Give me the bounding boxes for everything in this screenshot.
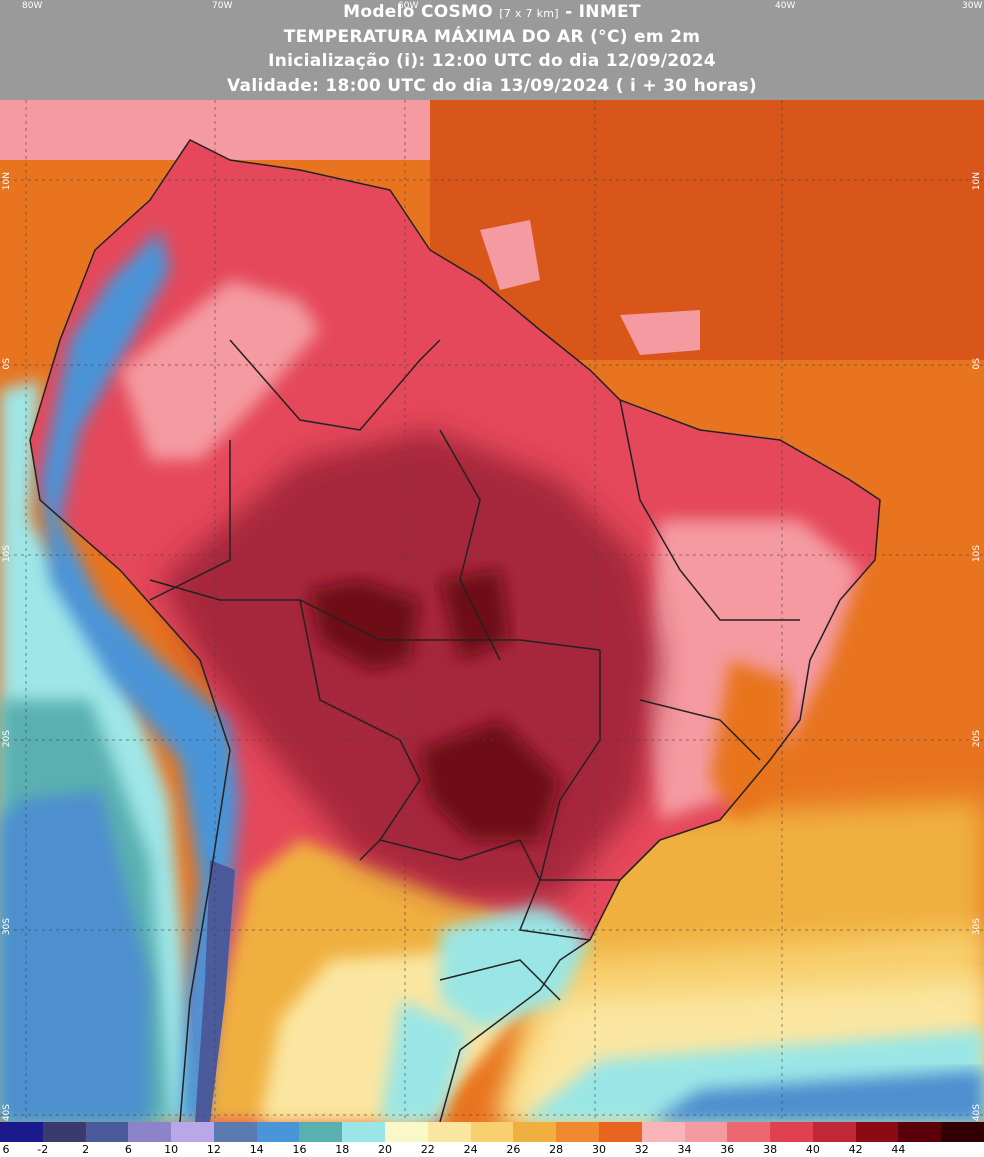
institute-label: - INMET [565, 2, 641, 22]
legend-tick-label: 16 [292, 1143, 307, 1156]
lat-label-0s-right: 0S [972, 358, 982, 370]
lat-label-10n-left: 10N [2, 172, 12, 191]
colombia-peru-border [149, 440, 231, 601]
legend-tick-label: 30 [591, 1143, 606, 1156]
lat-lon-grid [0, 100, 984, 1122]
legend-swatch [727, 1122, 771, 1142]
amazon-border [149, 579, 601, 651]
andes-cold [40, 230, 240, 1122]
legend-swatch [941, 1122, 984, 1142]
legend-swatch [42, 1122, 86, 1142]
coastline-east [59, 139, 881, 1122]
pacific-coldest [0, 790, 150, 1122]
legend-tick-label: 6 [2, 1143, 10, 1156]
northeast-border [619, 399, 800, 621]
legend-swatch [299, 1122, 343, 1142]
legend-tick-label: 6 [124, 1143, 132, 1156]
legend-swatch [85, 1122, 129, 1142]
legend-tick-label: 12 [206, 1143, 221, 1156]
legend-tick-label: 22 [420, 1143, 435, 1156]
legend-tick-label: 2 [82, 1143, 90, 1156]
initialization-label: Inicialização (i): 12:00 UTC do dia 12/0… [268, 51, 716, 71]
legend-tick-label: 40 [805, 1143, 820, 1156]
goias-border [539, 650, 601, 881]
lat-label-20s-right: 20S [972, 730, 982, 748]
legend-tick-label: 18 [335, 1143, 350, 1156]
lat-label-30s-left: 30S [2, 918, 12, 936]
legend-swatch [684, 1122, 728, 1142]
buenos-aires-cool [380, 1000, 470, 1122]
legend-swatch [556, 1122, 599, 1142]
legend-color-bar [0, 1122, 984, 1142]
resolution-label: [7 x 7 km] [499, 7, 559, 20]
legend-tick-label: 44 [891, 1143, 906, 1156]
map-header: Modelo COSMO [7 x 7 km] - INMET TEMPERAT… [0, 0, 984, 100]
lon-label-40w: 40W [775, 1, 796, 11]
uruguay-cool [440, 900, 590, 1030]
temperature-map [0, 100, 984, 1122]
legend-tick-label: 24 [463, 1143, 478, 1156]
legend-swatch [213, 1122, 257, 1142]
legend-swatch [470, 1122, 514, 1142]
legend-swatch [812, 1122, 856, 1142]
model-label: Modelo COSMO [343, 2, 493, 22]
lon-label-80w: 80W [22, 1, 43, 11]
legend-tick-label: 42 [848, 1143, 863, 1156]
borders [29, 139, 881, 1122]
atlantic-pink-patch [480, 220, 540, 290]
lat-label-10n-right: 10N [972, 172, 982, 191]
legend-swatch [855, 1122, 899, 1142]
legend-swatch [641, 1122, 685, 1142]
venezuela-border [229, 339, 441, 431]
lat-label-20s-left: 20S [2, 730, 12, 748]
atlantic-warm-patch [620, 310, 700, 355]
extreme-core-3 [420, 720, 560, 840]
legend-tick-label: 14 [249, 1143, 264, 1156]
coastline-west [29, 339, 231, 1122]
legend-swatch [770, 1122, 813, 1142]
legend-swatch [385, 1122, 428, 1142]
legend-swatch [256, 1122, 300, 1142]
legend-swatch [342, 1122, 386, 1142]
lon-label-60w: 60W [398, 1, 419, 11]
variable-title: TEMPERATURA MÁXIMA DO AR (°C) em 2m [283, 27, 701, 47]
lon-label-30w: 30W [962, 1, 983, 11]
extreme-core-2 [440, 570, 510, 660]
legend-tick-label: 36 [720, 1143, 735, 1156]
legend-tick-label: 38 [763, 1143, 778, 1156]
color-legend: 6 -2 2 6 10 12 14 16 18 20 22 24 26 28 30 32 34 36 38 40 42 4… [0, 1122, 984, 1157]
legend-swatch [0, 1122, 43, 1142]
para-border [439, 429, 501, 661]
legend-tick-label: 20 [378, 1143, 393, 1156]
minas-border [639, 699, 761, 761]
legend-tick-label: 34 [677, 1143, 692, 1156]
validity-label: Validade: 18:00 UTC do dia 13/09/2024 ( … [227, 76, 757, 96]
lat-label-0s-left: 0S [2, 358, 12, 370]
lon-label-70w: 70W [212, 1, 233, 11]
header-title-line: Modelo COSMO [7 x 7 km] - INMET [0, 2, 984, 24]
legend-swatch [898, 1122, 942, 1142]
bolivia-border [299, 599, 421, 861]
legend-tick-label: 26 [506, 1143, 521, 1156]
paraguay-border [379, 839, 591, 941]
legend-tick-label: 32 [634, 1143, 649, 1156]
legend-swatch [128, 1122, 172, 1142]
legend-tick-label: 10 [164, 1143, 179, 1156]
extreme-core-1 [310, 580, 420, 670]
lat-label-30s-right: 30S [972, 918, 982, 936]
uruguay-border [439, 959, 561, 1001]
legend-swatch [427, 1122, 471, 1142]
lat-label-40s-left: 40S [2, 1104, 12, 1122]
lat-label-10s-right: 10S [972, 545, 982, 563]
colombia-pink [120, 280, 320, 460]
legend-tick-label: 28 [549, 1143, 564, 1156]
legend-swatch [513, 1122, 557, 1142]
legend-tick-label: -2 [37, 1143, 49, 1156]
sao-paulo-border [540, 839, 661, 881]
legend-swatch [171, 1122, 214, 1142]
lat-label-10s-left: 10S [2, 545, 12, 563]
lat-label-40s-right: 40S [972, 1104, 982, 1122]
legend-swatch [598, 1122, 642, 1142]
south-atlantic-colder [650, 1070, 984, 1122]
